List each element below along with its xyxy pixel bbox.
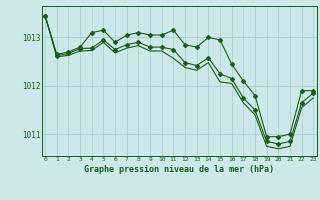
X-axis label: Graphe pression niveau de la mer (hPa): Graphe pression niveau de la mer (hPa) bbox=[84, 165, 274, 174]
